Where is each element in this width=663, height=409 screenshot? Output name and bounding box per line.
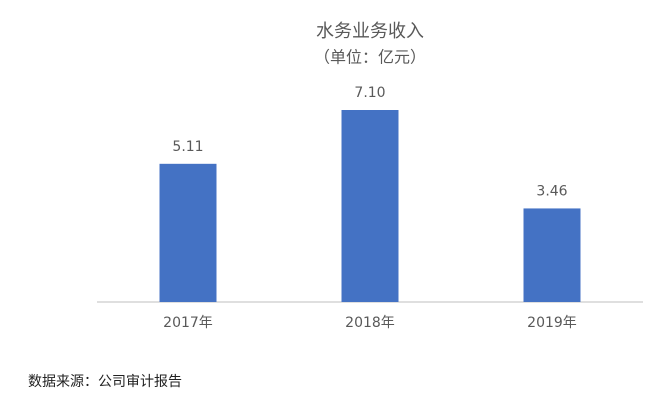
value-label: 5.11 — [172, 139, 203, 155]
x-tick-label: 2017年 — [163, 315, 213, 331]
bar — [523, 208, 581, 302]
value-label: 7.10 — [354, 85, 385, 101]
value-label: 3.46 — [536, 183, 567, 199]
chart-title: 水务业务收入 — [316, 21, 424, 42]
x-tick-label: 2019年 — [527, 315, 577, 331]
bar — [159, 163, 217, 302]
bar — [341, 110, 399, 302]
chart-subtitle: （单位：亿元） — [314, 48, 426, 67]
x-tick-label: 2018年 — [345, 315, 395, 331]
source-note: 数据来源：公司审计报告 — [28, 374, 182, 390]
